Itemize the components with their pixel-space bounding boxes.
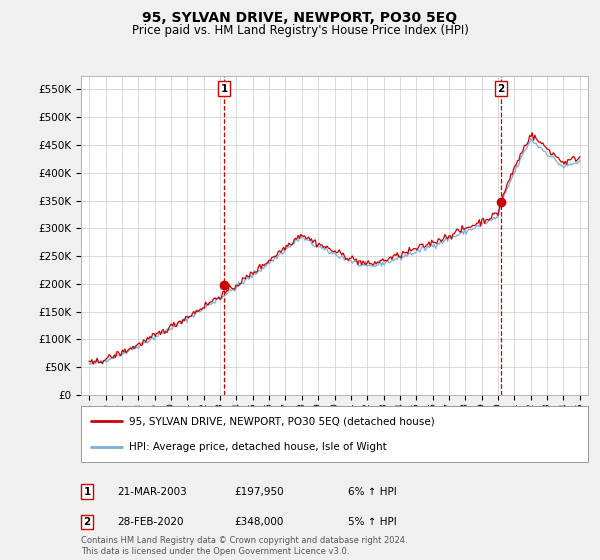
Text: 95, SYLVAN DRIVE, NEWPORT, PO30 5EQ: 95, SYLVAN DRIVE, NEWPORT, PO30 5EQ xyxy=(142,11,458,25)
Text: Contains HM Land Registry data © Crown copyright and database right 2024.
This d: Contains HM Land Registry data © Crown c… xyxy=(81,536,407,556)
Text: 1: 1 xyxy=(220,83,228,94)
Text: £197,950: £197,950 xyxy=(234,487,284,497)
Text: 1: 1 xyxy=(83,487,91,497)
Text: 5% ↑ HPI: 5% ↑ HPI xyxy=(348,517,397,527)
Text: 95, SYLVAN DRIVE, NEWPORT, PO30 5EQ (detached house): 95, SYLVAN DRIVE, NEWPORT, PO30 5EQ (det… xyxy=(129,416,435,426)
Text: HPI: Average price, detached house, Isle of Wight: HPI: Average price, detached house, Isle… xyxy=(129,442,387,452)
Text: 6% ↑ HPI: 6% ↑ HPI xyxy=(348,487,397,497)
Text: Price paid vs. HM Land Registry's House Price Index (HPI): Price paid vs. HM Land Registry's House … xyxy=(131,24,469,36)
Text: 2: 2 xyxy=(83,517,91,527)
Text: 2: 2 xyxy=(497,83,505,94)
Text: £348,000: £348,000 xyxy=(234,517,283,527)
Text: 28-FEB-2020: 28-FEB-2020 xyxy=(117,517,184,527)
Text: 21-MAR-2003: 21-MAR-2003 xyxy=(117,487,187,497)
